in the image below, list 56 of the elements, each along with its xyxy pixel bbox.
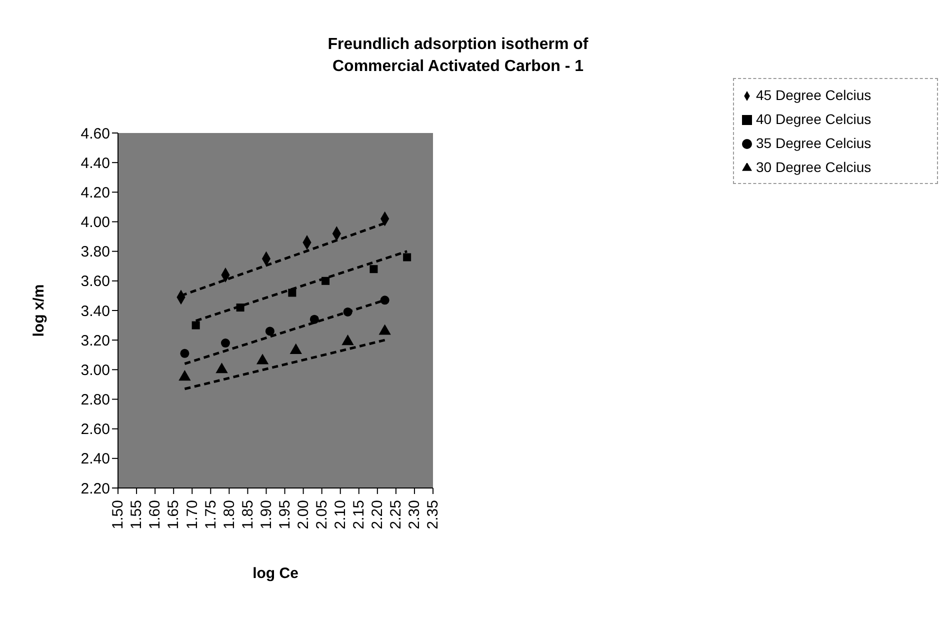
point xyxy=(288,288,296,297)
x-tick-label: 2.05 xyxy=(313,500,330,530)
y-tick-label: 3.00 xyxy=(80,362,110,379)
x-tick-label: 1.80 xyxy=(220,500,238,530)
legend-label: 40 Degree Celcius xyxy=(756,111,872,127)
y-tick-label: 2.40 xyxy=(80,450,110,468)
point xyxy=(342,334,354,346)
point xyxy=(265,326,274,336)
y-tick-label: 4.20 xyxy=(80,184,110,202)
legend-label: 35 Degree Celcius xyxy=(756,135,872,151)
point xyxy=(180,348,190,358)
legend-label: 45 Degree Celcius xyxy=(756,87,872,103)
point xyxy=(378,324,391,335)
point xyxy=(322,276,330,285)
x-tick-label: 2.00 xyxy=(294,500,312,530)
x-tick-label: 1.75 xyxy=(202,500,220,530)
x-tick-label: 2.15 xyxy=(350,500,368,530)
x-tick-label: 1.95 xyxy=(276,500,294,530)
x-tick-label: 1.85 xyxy=(239,500,256,530)
point xyxy=(178,370,191,381)
point xyxy=(380,296,390,305)
y-tick-label: 3.80 xyxy=(80,244,110,261)
x-tick-label: 2.30 xyxy=(406,500,424,530)
x-tick-label: 1.60 xyxy=(146,500,164,530)
point xyxy=(256,354,269,364)
point xyxy=(290,343,302,354)
x-tick-label: 2.35 xyxy=(424,500,442,530)
point xyxy=(192,321,200,330)
y-axis-title: log x/m xyxy=(30,284,48,337)
y-tick-label: 4.00 xyxy=(80,214,110,232)
chart-title: Freundlich adsorption isotherm of Commercial Activated Carbon - 1 xyxy=(326,35,590,77)
x-tick-label: 2.25 xyxy=(388,500,405,530)
x-axis-title: log Ce xyxy=(252,565,298,582)
y-tick-label: 4.60 xyxy=(80,125,110,142)
point xyxy=(370,265,378,274)
y-tick-label: 2.80 xyxy=(80,392,110,409)
x-tick-label: 1.55 xyxy=(128,500,146,530)
x-tick-label: 2.20 xyxy=(369,500,386,530)
y-tick-label: 3.40 xyxy=(80,302,110,320)
x-tick-label: 1.50 xyxy=(110,500,127,530)
y-tick-label: 4.40 xyxy=(80,154,110,172)
y-tick-label: 2.20 xyxy=(80,480,110,498)
point xyxy=(403,253,412,262)
point xyxy=(216,362,228,374)
x-tick-label: 2.10 xyxy=(332,500,350,530)
y-tick-label: 3.60 xyxy=(80,273,110,290)
y-tick-label: 2.60 xyxy=(80,421,110,438)
legend-label: 30 Degree Celcius xyxy=(756,159,872,175)
x-tick-label: 1.70 xyxy=(184,500,201,530)
point xyxy=(220,338,230,348)
y-tick-label: 3.20 xyxy=(80,332,110,350)
point xyxy=(236,304,244,312)
x-tick-label: 1.65 xyxy=(165,500,182,530)
x-tick-label: 1.90 xyxy=(258,500,275,530)
point xyxy=(343,307,352,316)
point xyxy=(310,314,319,324)
